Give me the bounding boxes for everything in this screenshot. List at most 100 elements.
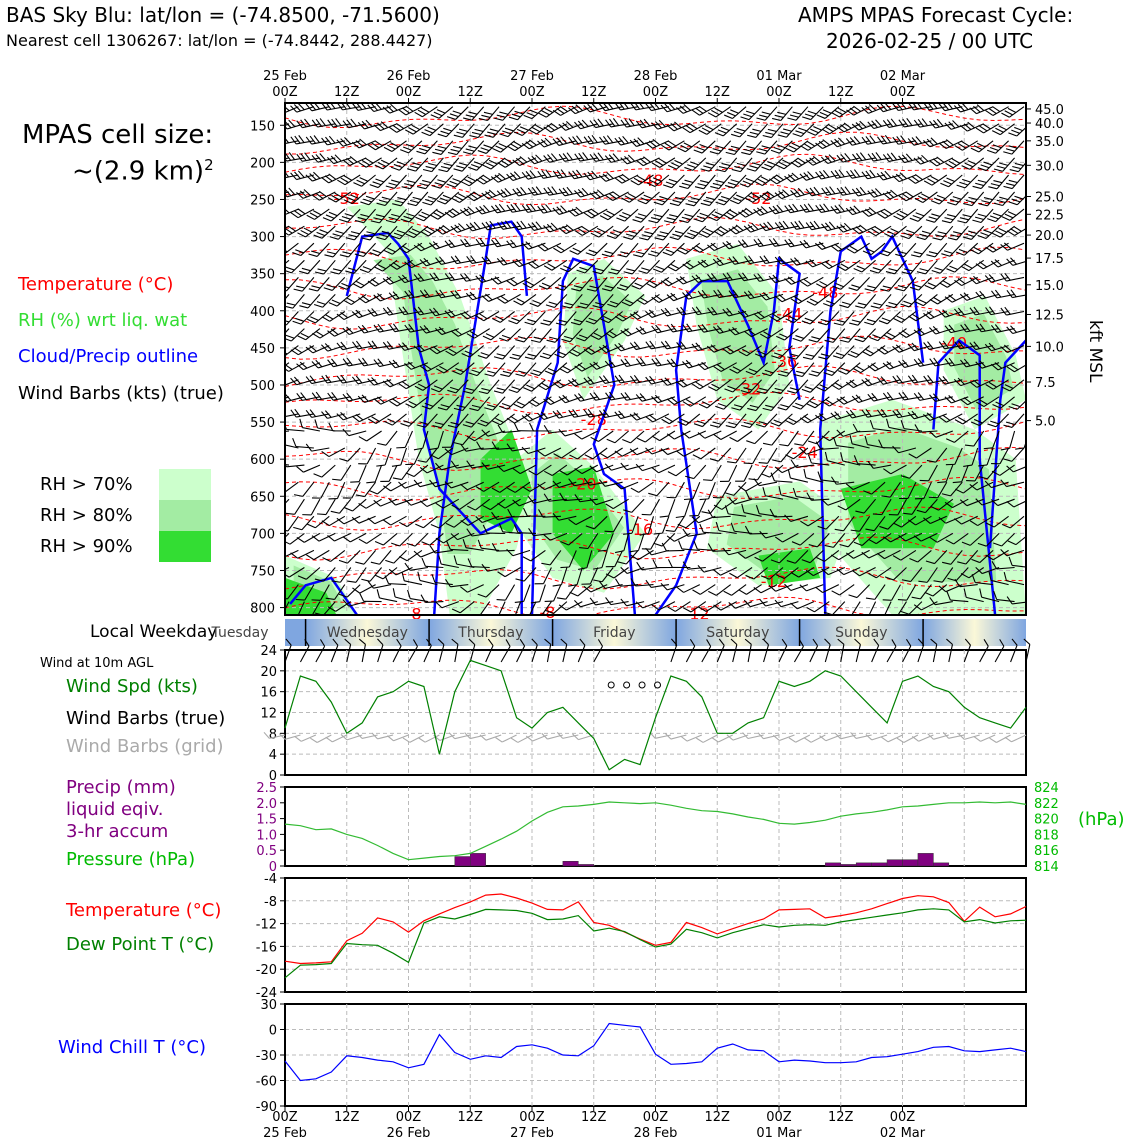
wind-barb	[444, 272, 469, 282]
barb-flag	[260, 480, 266, 489]
barb-shaft	[441, 563, 459, 569]
barb-shaft	[302, 123, 321, 129]
barb-flag	[702, 479, 712, 482]
barb-shaft	[285, 481, 299, 494]
barb-flag	[556, 409, 564, 418]
barb-shaft	[363, 362, 382, 367]
barb-shaft	[530, 276, 546, 289]
barb-shaft	[872, 277, 886, 292]
barb-shaft	[512, 549, 531, 557]
cell-size-exponent: 2	[204, 156, 214, 174]
barb-shaft	[437, 430, 444, 449]
barb-shaft	[568, 259, 583, 273]
barb-flag	[417, 571, 421, 581]
barb-shaft	[861, 259, 876, 273]
barb-flag	[485, 221, 492, 230]
wind-barb	[800, 140, 824, 151]
wind-barb	[376, 225, 398, 241]
barb-flag	[367, 580, 374, 589]
barb-flag	[512, 353, 522, 357]
barb-shaft	[505, 584, 516, 601]
barb-shaft	[389, 106, 407, 114]
wind-barb	[405, 447, 423, 466]
barb-shaft	[518, 259, 537, 268]
wind-barb	[369, 481, 392, 495]
wind-barb	[383, 515, 407, 526]
wind-barb	[285, 294, 290, 309]
barb-flag	[495, 145, 504, 151]
barb-shaft	[410, 328, 429, 333]
barb-flag	[460, 443, 467, 452]
barb-flag	[453, 145, 462, 149]
barb-flag	[419, 147, 428, 152]
barb-shaft	[471, 566, 490, 569]
barb-flag	[321, 520, 330, 527]
cloud-outline	[289, 576, 359, 615]
barb-shaft	[487, 225, 506, 231]
wind-barb	[296, 601, 305, 615]
wind-barb	[522, 276, 546, 289]
barb-shaft	[314, 208, 330, 220]
wind-barb	[515, 567, 537, 582]
barb-flag	[407, 202, 417, 207]
barb-shaft	[670, 242, 685, 256]
barb-flag	[417, 273, 425, 281]
wind-barb	[382, 276, 407, 285]
barb-flag	[397, 197, 407, 201]
wind-barb	[285, 294, 305, 309]
barb-flag	[519, 126, 529, 131]
wind-barb	[529, 293, 552, 307]
wind-barb	[444, 208, 469, 218]
barb-flag	[496, 465, 505, 472]
wind-barb	[400, 413, 423, 427]
barb-shaft	[759, 481, 778, 487]
barb-shaft	[560, 242, 577, 254]
barb-flag	[527, 187, 535, 196]
barb-shaft	[533, 225, 552, 231]
wind-barb	[521, 139, 546, 150]
barb-shaft	[700, 447, 716, 460]
wind-barb	[545, 294, 568, 309]
wind-barb	[453, 157, 475, 172]
cloud-outline	[432, 220, 529, 615]
barb-flag	[343, 175, 353, 181]
barb-flag	[423, 363, 432, 370]
barb-flag	[308, 288, 318, 292]
barb-flag	[334, 192, 343, 199]
barb-shaft	[669, 413, 685, 425]
wind-barb	[509, 345, 531, 360]
wind-barb	[461, 174, 485, 187]
wind-barb	[451, 498, 475, 510]
barb-flag	[479, 238, 486, 246]
barb-flag	[260, 246, 268, 255]
wind-barb	[290, 103, 315, 113]
wind-barb	[552, 409, 577, 419]
barb-flag	[324, 410, 332, 418]
wind-barb	[481, 189, 506, 200]
barb-flag	[445, 350, 454, 357]
wind-barb	[512, 464, 537, 475]
barb-shaft	[330, 549, 346, 562]
barb-flag	[453, 407, 463, 412]
barb-flag	[352, 283, 362, 289]
wind-barb	[413, 273, 438, 282]
barb-flag	[336, 517, 345, 525]
barb-flag	[429, 479, 436, 488]
barb-flag	[448, 209, 457, 217]
barb-flag	[358, 463, 368, 465]
barb-shaft	[674, 532, 691, 542]
wind-barb	[435, 532, 460, 544]
barb-flag	[641, 513, 651, 516]
wind-barb	[854, 328, 876, 343]
barb-shaft	[377, 174, 392, 188]
barb-shaft	[485, 584, 500, 598]
barb-shaft	[490, 498, 506, 511]
wind-barb	[731, 157, 753, 173]
wind-barb	[833, 311, 855, 326]
barb-flag	[367, 280, 376, 287]
barb-flag	[300, 153, 307, 161]
wind-barb	[322, 549, 346, 562]
barb-flag	[380, 121, 389, 128]
barb-flag	[469, 291, 477, 299]
barb-flag	[357, 325, 365, 334]
